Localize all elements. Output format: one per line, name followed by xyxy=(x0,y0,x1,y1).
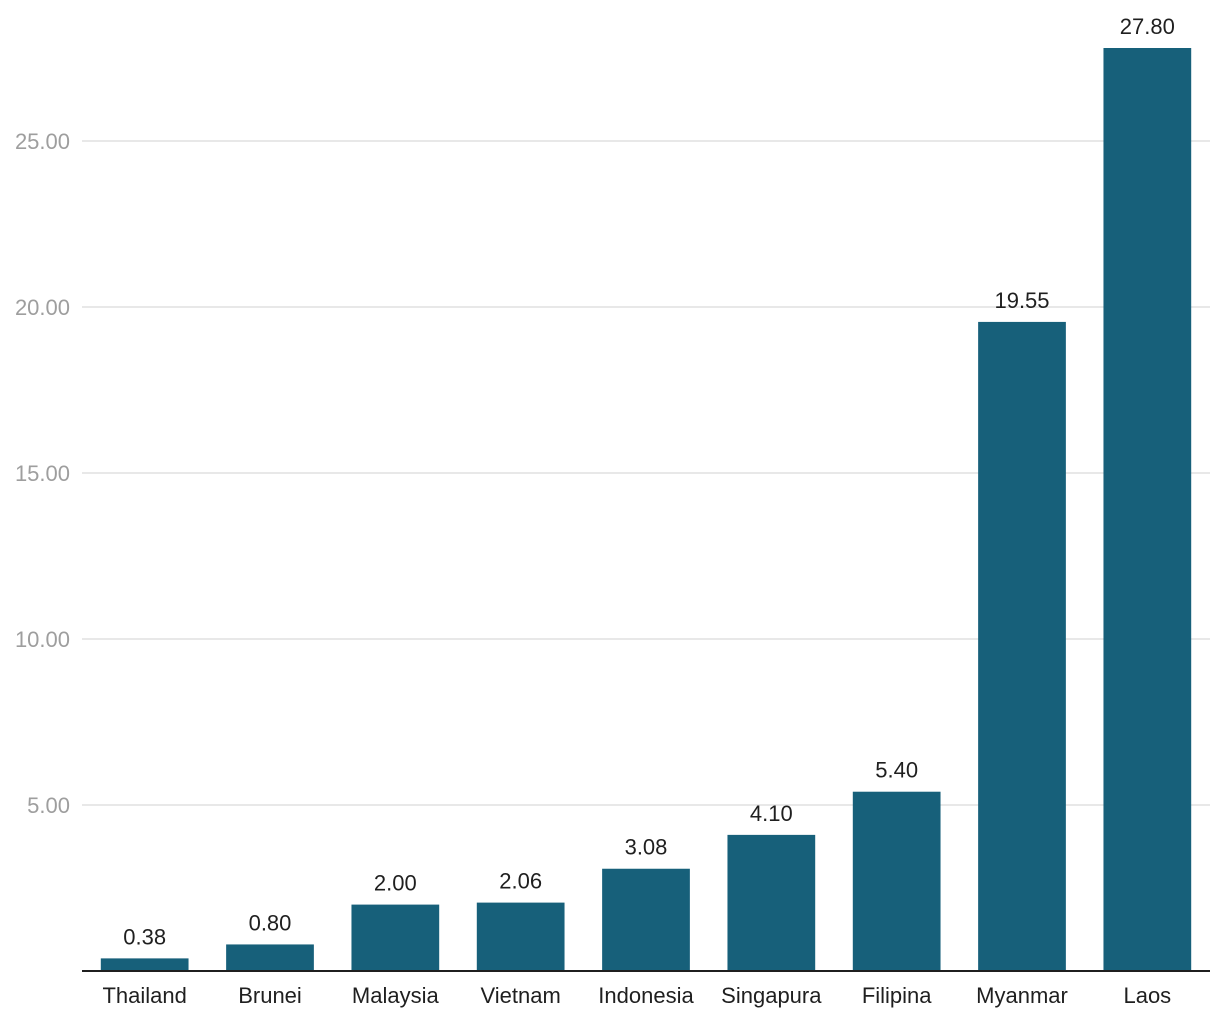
bar-thailand xyxy=(100,958,189,971)
value-label: 3.08 xyxy=(625,835,668,860)
value-labels: 0.38 0.80 2.00 2.06 3.08 4.10 5.40 19.55 27.80 xyxy=(123,14,1175,949)
value-label: 19.55 xyxy=(994,288,1049,313)
category-label: Malaysia xyxy=(352,983,440,1008)
bar-brunei xyxy=(226,944,314,971)
value-label: 0.38 xyxy=(123,924,166,949)
y-tick-label: 25.00 xyxy=(15,129,70,154)
y-tick-label: 10.00 xyxy=(15,627,70,652)
category-label: Indonesia xyxy=(598,983,694,1008)
value-label: 27.80 xyxy=(1120,14,1175,39)
value-label: 2.06 xyxy=(499,869,542,894)
category-label: Thailand xyxy=(102,983,186,1008)
category-label: Singapura xyxy=(721,983,822,1008)
value-label: 4.10 xyxy=(750,801,793,826)
y-axis-tick-labels: 5.00 10.00 15.00 20.00 25.00 xyxy=(15,129,70,818)
value-label: 2.00 xyxy=(374,871,417,896)
category-label: Laos xyxy=(1123,983,1171,1008)
bar-singapura xyxy=(727,834,816,971)
bar-laos xyxy=(1103,48,1192,971)
value-label: 5.40 xyxy=(875,758,918,783)
bar-myanmar xyxy=(978,321,1066,971)
bar-vietnam xyxy=(476,902,565,971)
category-label: Brunei xyxy=(238,983,302,1008)
bar-malaysia xyxy=(351,904,440,971)
y-tick-label: 15.00 xyxy=(15,461,70,486)
y-tick-label: 20.00 xyxy=(15,295,70,320)
category-label: Filipina xyxy=(862,983,932,1008)
bars xyxy=(100,48,1192,971)
x-axis-category-labels: Thailand Brunei Malaysia Vietnam Indonesia Si… xyxy=(102,983,1171,1008)
bar-indonesia xyxy=(602,868,690,971)
value-label: 0.80 xyxy=(249,910,292,935)
category-label: Vietnam xyxy=(481,983,561,1008)
bar-filipina xyxy=(852,791,941,971)
category-label: Myanmar xyxy=(976,983,1068,1008)
y-tick-label: 5.00 xyxy=(27,793,70,818)
